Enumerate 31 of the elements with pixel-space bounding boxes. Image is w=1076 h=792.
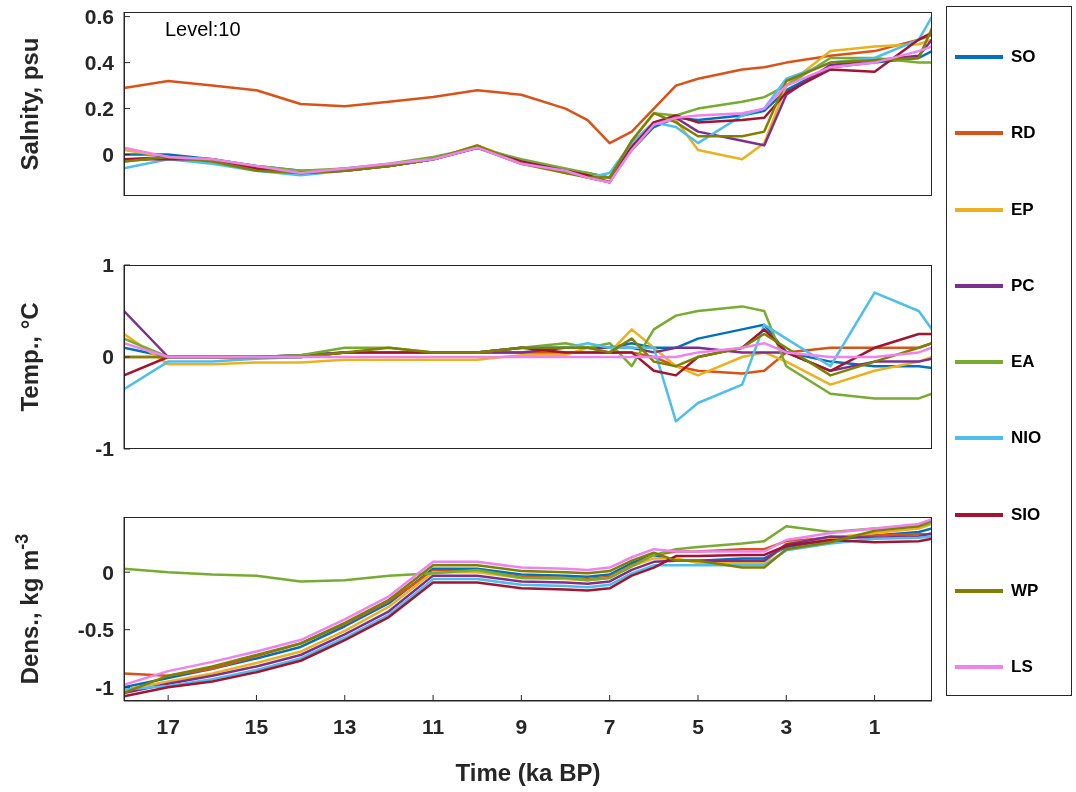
x-tick-label: 7 xyxy=(603,714,616,738)
x-tick-label: 15 xyxy=(244,714,269,738)
legend-label: WP xyxy=(1011,580,1039,601)
legend-label: NIO xyxy=(1011,428,1042,449)
y-tick-label: -1 xyxy=(95,437,115,461)
legend-label: SIO xyxy=(1011,504,1041,525)
legend-label: LS xyxy=(1011,657,1033,677)
y-tick-label: 0 xyxy=(102,345,114,369)
legend-label: PC xyxy=(1011,275,1035,296)
annotation: Level:10 xyxy=(165,18,241,41)
legend-label: EP xyxy=(1011,199,1034,220)
x-tick-label: 11 xyxy=(421,714,445,738)
x-tick-label: 1 xyxy=(868,714,881,738)
y-tick-label: 0 xyxy=(102,560,114,584)
y-tick-label: 0.6 xyxy=(84,5,114,29)
y-tick-label: 0.4 xyxy=(84,51,115,75)
y-axis-title: Temp., °C xyxy=(16,302,43,412)
legend-label: RD xyxy=(1011,123,1036,144)
x-axis-title: Time (ka BP) xyxy=(455,759,601,786)
y-tick-label: -1 xyxy=(95,675,115,699)
y-tick-label: 0.2 xyxy=(84,97,114,121)
legend-label: SO xyxy=(1011,47,1036,67)
y-tick-label: -0.5 xyxy=(77,618,115,642)
y-tick-label: 0 xyxy=(102,143,114,167)
x-tick-label: 13 xyxy=(333,714,357,738)
x-tick-label: 3 xyxy=(780,714,793,738)
x-tick-label: 9 xyxy=(515,714,528,738)
legend-label: EA xyxy=(1011,352,1035,372)
y-axis-title: Salnity, psu xyxy=(16,37,43,171)
x-tick-label: 17 xyxy=(156,714,180,738)
x-tick-label: 5 xyxy=(692,714,705,738)
